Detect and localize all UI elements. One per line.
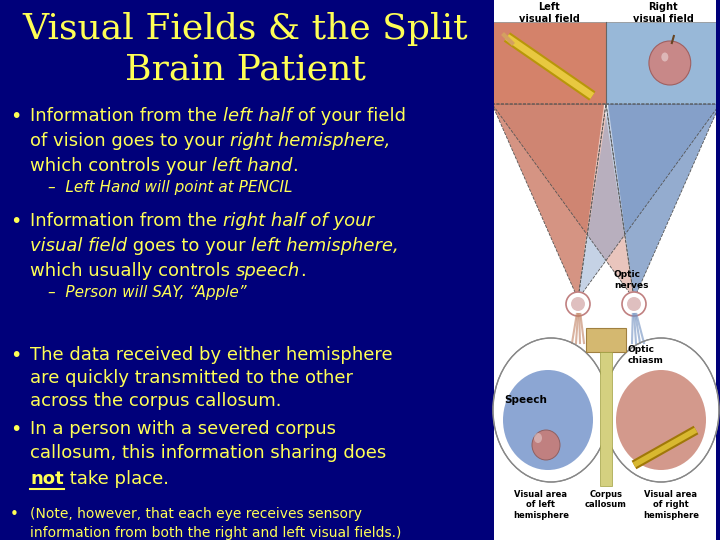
Text: •: •: [10, 346, 22, 365]
Bar: [586, 328, 626, 352]
Polygon shape: [492, 104, 604, 299]
Text: right hemisphere,: right hemisphere,: [230, 132, 390, 150]
Text: Information from the: Information from the: [30, 107, 222, 125]
Text: •: •: [10, 420, 22, 439]
Bar: [492, 22, 606, 104]
Text: .: .: [300, 262, 306, 280]
Text: speech: speech: [235, 262, 300, 280]
Bar: [490, 0, 494, 540]
Text: left half: left half: [222, 107, 292, 125]
Polygon shape: [608, 104, 720, 299]
Bar: [600, 352, 612, 486]
Ellipse shape: [616, 370, 706, 470]
Text: Information from the: Information from the: [30, 212, 222, 230]
Text: Optic
nerves: Optic nerves: [614, 271, 649, 289]
Ellipse shape: [649, 41, 690, 85]
Text: Corpus
callosum: Corpus callosum: [585, 490, 627, 509]
Text: left hand: left hand: [212, 157, 292, 175]
Circle shape: [571, 297, 585, 311]
Text: left hemisphere,: left hemisphere,: [251, 237, 399, 255]
Text: goes to your: goes to your: [127, 237, 251, 255]
Text: –  Left Hand will point at PENCIL: – Left Hand will point at PENCIL: [48, 180, 292, 194]
Text: Right
visual field: Right visual field: [633, 2, 693, 24]
Ellipse shape: [503, 370, 593, 470]
Polygon shape: [492, 104, 634, 299]
Circle shape: [566, 292, 590, 316]
Bar: [606, 22, 720, 104]
Ellipse shape: [603, 338, 719, 482]
Text: right half of your: right half of your: [222, 212, 374, 230]
Text: which controls your: which controls your: [30, 157, 212, 175]
Ellipse shape: [493, 338, 609, 482]
Text: •: •: [10, 508, 19, 523]
Ellipse shape: [534, 433, 542, 443]
Text: •: •: [10, 212, 22, 231]
Text: –  Person will SAY, “Apple”: – Person will SAY, “Apple”: [48, 285, 247, 300]
Text: The data received by either hemisphere
are quickly transmitted to the other
acro: The data received by either hemisphere a…: [30, 346, 392, 410]
Text: of your field: of your field: [292, 107, 406, 125]
Text: which usually controls: which usually controls: [30, 262, 235, 280]
Text: (Note, however, that each eye receives sensory
information from both the right a: (Note, however, that each eye receives s…: [30, 508, 401, 539]
Text: .: .: [292, 157, 298, 175]
Text: of vision goes to your: of vision goes to your: [30, 132, 230, 150]
Text: In a person with a severed corpus
callosum, this information sharing does: In a person with a severed corpus callos…: [30, 420, 386, 462]
Bar: [492, 0, 720, 540]
Polygon shape: [578, 104, 720, 299]
Text: Left
visual field: Left visual field: [518, 2, 580, 24]
Text: Optic
chiasm: Optic chiasm: [628, 345, 664, 364]
Ellipse shape: [662, 52, 668, 62]
Circle shape: [627, 297, 641, 311]
Ellipse shape: [532, 430, 560, 460]
Text: Visual area
of right
hemisphere: Visual area of right hemisphere: [643, 490, 699, 520]
Text: Brain Patient: Brain Patient: [125, 52, 366, 86]
Text: not: not: [30, 470, 63, 488]
Text: Visual area
of left
hemisphere: Visual area of left hemisphere: [513, 490, 569, 520]
Text: •: •: [10, 107, 22, 126]
Text: visual field: visual field: [30, 237, 127, 255]
Text: Visual Fields & the Split: Visual Fields & the Split: [22, 12, 468, 46]
Text: take place.: take place.: [63, 470, 168, 488]
Circle shape: [622, 292, 646, 316]
Text: Speech: Speech: [505, 395, 547, 405]
Bar: [716, 0, 720, 540]
